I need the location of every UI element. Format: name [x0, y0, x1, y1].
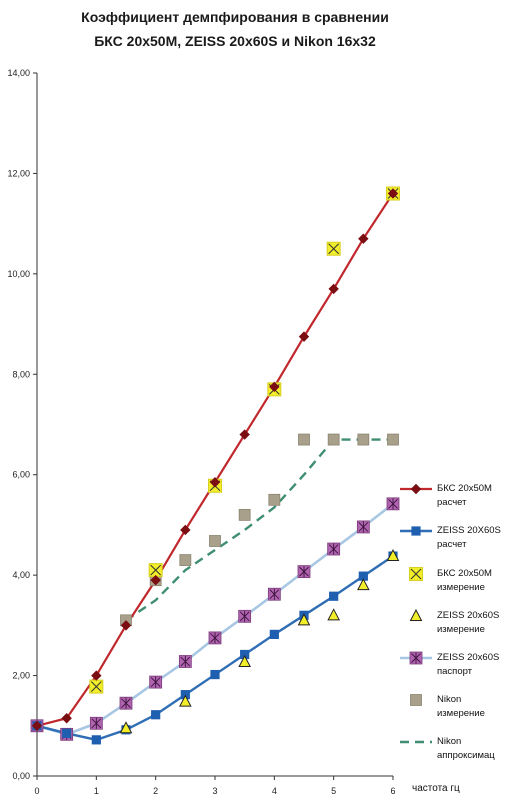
x-tick-label: 0	[34, 786, 39, 796]
point-zeiss-passport	[178, 655, 192, 668]
point-bks-measure	[89, 679, 104, 694]
point-zeiss-measure	[386, 548, 400, 562]
point-zeiss-measure	[357, 578, 370, 591]
y-tick-label: 4,00	[12, 570, 30, 580]
point-nikon-measure	[268, 493, 281, 506]
point-zeiss-passport	[238, 609, 252, 623]
y-tick-label: 8,00	[12, 369, 30, 379]
point-zeiss-passport	[267, 587, 281, 601]
point-zeiss-passport	[327, 542, 341, 556]
point-bks-calc	[298, 331, 310, 342]
x-axis-label: частота гц	[412, 783, 460, 794]
point-zeiss-calc	[269, 629, 279, 639]
x-tick-label: 6	[390, 786, 395, 796]
legend-swatch-marker-zeiss-measure	[409, 608, 423, 621]
y-tick-label: 6,00	[12, 470, 30, 480]
legend-swatch-marker-bks-measure	[409, 567, 423, 581]
point-zeiss-passport	[119, 696, 133, 710]
point-zeiss-passport	[149, 675, 163, 689]
y-tick-label: 14,00	[7, 68, 30, 78]
point-nikon-measure	[387, 433, 399, 446]
legend-label-nikon-measure: Nikon измерение	[437, 694, 485, 719]
y-tick-label: 12,00	[7, 168, 30, 178]
point-bks-calc	[358, 233, 369, 244]
point-bks-calc	[61, 713, 72, 724]
point-zeiss-measure	[238, 654, 251, 668]
point-nikon-measure	[179, 554, 192, 566]
legend-label-bks-calc: БКС 20x50M расчет	[437, 483, 492, 508]
point-zeiss-passport	[386, 497, 400, 511]
point-zeiss-measure	[119, 721, 133, 734]
point-bks-calc	[150, 574, 161, 586]
point-nikon-measure	[238, 508, 251, 521]
point-bks-measure	[326, 241, 341, 256]
legend-label-zeiss-calc: ZEISS 20X60S расчет	[437, 525, 501, 550]
point-bks-calc	[91, 670, 102, 681]
chart-title-line-1: Коэффициент демпфирования в сравнении	[81, 9, 389, 25]
x-tick-label: 4	[272, 786, 277, 796]
legend-label-zeiss-passport: ZEISS 20x60S паспорт	[437, 652, 500, 677]
legend-label-nikon-approx: Nikon аппроксимац	[437, 736, 495, 761]
point-nikon-measure	[327, 433, 340, 446]
legend-label-bks-measure: БКС 20x50M измерение	[437, 568, 492, 593]
series-line-bks-calc	[36, 192, 394, 727]
point-zeiss-calc	[210, 669, 220, 680]
point-bks-calc	[239, 429, 250, 440]
point-bks-calc	[209, 477, 221, 488]
point-bks-calc	[180, 524, 191, 536]
point-nikon-measure	[357, 433, 370, 446]
x-tick-label: 1	[94, 786, 99, 796]
x-tick-label: 2	[153, 786, 158, 796]
y-tick-label: 2,00	[12, 671, 30, 681]
point-zeiss-passport	[356, 520, 370, 534]
point-nikon-measure	[298, 433, 310, 446]
point-bks-calc	[387, 188, 399, 199]
point-bks-calc	[31, 720, 43, 731]
point-bks-measure	[148, 563, 163, 578]
series-line-nikon-approx	[125, 438, 393, 622]
point-bks-calc	[269, 381, 280, 393]
point-zeiss-calc	[151, 710, 161, 720]
point-zeiss-passport	[297, 565, 311, 579]
point-zeiss-measure	[179, 694, 192, 707]
series-line-zeiss-calc	[36, 555, 394, 742]
point-zeiss-measure	[327, 608, 340, 621]
legend-swatch-marker-bks-calc	[410, 483, 422, 495]
point-zeiss-passport	[208, 631, 222, 645]
point-zeiss-passport	[89, 716, 103, 730]
legend-swatch-marker-zeiss-passport	[409, 651, 423, 665]
point-zeiss-calc	[91, 735, 101, 745]
legend-label-zeiss-measure: ZEISS 20x60S измерение	[437, 610, 500, 635]
point-bks-calc	[120, 620, 132, 631]
point-zeiss-calc	[62, 728, 72, 738]
point-nikon-measure	[209, 535, 221, 547]
x-tick-label: 5	[331, 786, 336, 796]
legend-swatch-marker-zeiss-calc	[411, 526, 421, 536]
y-tick-label: 0,00	[12, 771, 30, 781]
legend-swatch-marker-nikon-measure	[410, 694, 422, 706]
chart-title-line-2: БКС 20x50M, ZEISS 20x60S и Nikon 16x32	[94, 33, 376, 49]
x-tick-label: 3	[212, 786, 217, 796]
point-zeiss-measure	[297, 613, 311, 626]
point-zeiss-calc	[329, 591, 339, 601]
point-bks-calc	[328, 283, 339, 295]
y-tick-label: 10,00	[7, 269, 30, 279]
